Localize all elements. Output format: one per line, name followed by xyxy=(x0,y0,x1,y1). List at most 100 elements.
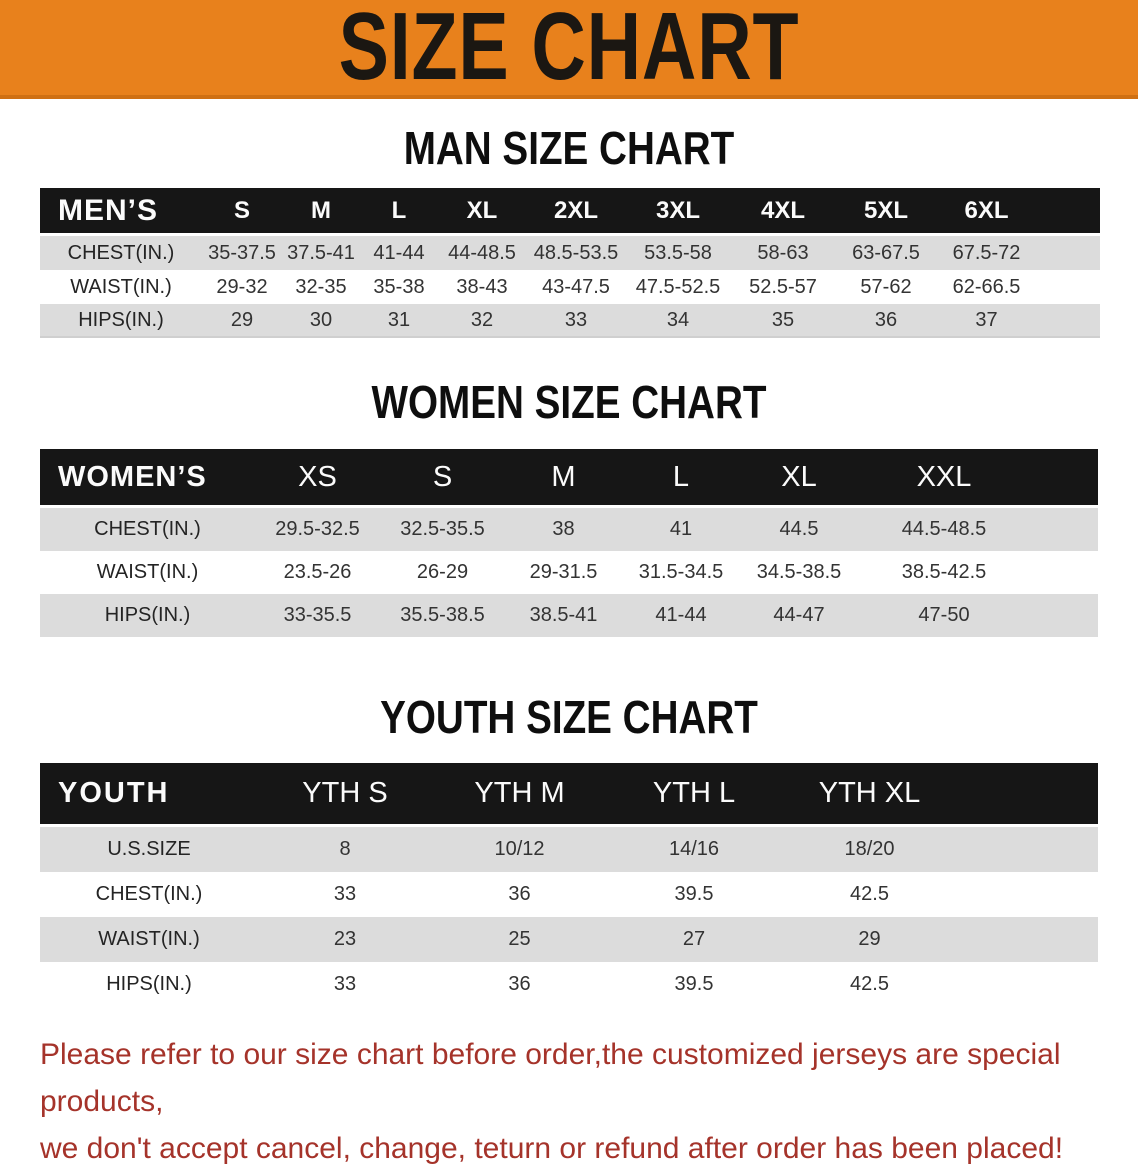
value-cell: 32.5-35.5 xyxy=(380,508,505,551)
header-spacer xyxy=(1030,449,1098,508)
value-cell: 35-37.5 xyxy=(202,236,282,270)
value-cell: 35 xyxy=(730,304,836,338)
table-row: WAIST(IN.) 29-32 32-35 35-38 38-43 43-47.5 47.… xyxy=(40,270,1100,304)
value-cell: 23.5-26 xyxy=(283,561,352,583)
value-cell: 23 xyxy=(258,917,432,962)
value-cell: 29 xyxy=(202,304,282,338)
value-cell: 44-47 xyxy=(740,594,858,637)
value-cell: 38-43 xyxy=(456,275,508,298)
table-row: WAIST(IN.) 23 25 27 29 xyxy=(40,917,1098,962)
size-column-header: XS xyxy=(255,449,380,508)
women-size-chart-section: WOMEN SIZE CHART WOMEN’S XS S M L XL XXL CHEST(… xyxy=(0,378,1138,637)
size-header-row: MEN’S S M L XL 2XL 3XL 4XL 5XL 6XL xyxy=(40,188,1100,236)
size-column-header: XL xyxy=(438,188,526,236)
value-cell: 67.5-72 xyxy=(936,236,1100,270)
row-spacer xyxy=(1030,551,1098,594)
value-cell: 41-44 xyxy=(360,236,438,270)
row-label: CHEST(IN.) xyxy=(40,236,202,270)
table-row: CHEST(IN.) 35-37.5 37.5-41 41-44 44-48.5 48.5… xyxy=(40,236,1100,270)
youth-size-chart-heading: YOUTH SIZE CHART xyxy=(380,691,758,743)
value-cell: 32 xyxy=(438,304,526,338)
value-cell: 36 xyxy=(508,973,531,995)
row-spacer xyxy=(958,962,1098,1007)
value-cell: 29.5-32.5 xyxy=(255,508,380,551)
value-cell: 44-48.5 xyxy=(438,236,526,270)
row-label: HIPS(IN.) xyxy=(106,973,192,995)
value-cell: 38 xyxy=(505,508,622,551)
value-cell: 29-32 xyxy=(216,275,268,298)
size-column-header: XL xyxy=(740,449,858,508)
order-disclaimer: Please refer to our size chart before or… xyxy=(40,1031,1118,1172)
table-row: U.S.SIZE 8 10/12 14/16 18/20 xyxy=(40,827,1098,872)
value-cell: 33 xyxy=(526,304,626,338)
value-cell: 41-44 xyxy=(622,594,740,637)
value-cell: 36 xyxy=(836,304,936,338)
row-label: WAIST(IN.) xyxy=(70,275,172,298)
disclaimer-line-1: Please refer to our size chart before or… xyxy=(40,1038,1061,1118)
size-column-header: 5XL xyxy=(836,188,936,236)
man-size-chart-section: MAN SIZE CHART MEN’S S M L XL 2XL 3XL 4XL 5XL 6XL… xyxy=(0,124,1138,338)
value-cell: 25 xyxy=(432,917,607,962)
size-column-header: 2XL xyxy=(526,188,626,236)
value-cell: 37.5-41 xyxy=(282,236,360,270)
women-size-chart-heading: WOMEN SIZE CHART xyxy=(371,376,767,428)
value-cell: 37 xyxy=(936,304,1100,338)
table-title-cell: WOMEN’S xyxy=(40,449,255,508)
row-label: HIPS(IN.) xyxy=(40,594,255,637)
value-cell: 44.5-48.5 xyxy=(858,508,1030,551)
value-cell: 18/20 xyxy=(781,827,958,872)
value-cell: 42.5 xyxy=(850,973,889,995)
header-spacer xyxy=(958,763,1098,827)
value-cell: 32-35 xyxy=(295,275,347,298)
table-row: CHEST(IN.) 29.5-32.5 32.5-35.5 38 41 44.5 44.5… xyxy=(40,508,1098,551)
size-column-header: M xyxy=(282,188,360,236)
row-label: CHEST(IN.) xyxy=(40,508,255,551)
value-cell: 48.5-53.5 xyxy=(526,236,626,270)
value-cell: 36 xyxy=(508,883,531,905)
size-column-header: YTH S xyxy=(258,763,432,827)
value-cell: 57-62 xyxy=(860,275,912,298)
value-cell: 30 xyxy=(282,304,360,338)
value-cell: 38.5-41 xyxy=(505,594,622,637)
value-cell: 33 xyxy=(333,883,357,905)
value-cell: 26-29 xyxy=(416,561,469,583)
value-cell: 8 xyxy=(258,827,432,872)
value-cell: 31 xyxy=(360,304,438,338)
value-cell: 33-35.5 xyxy=(255,594,380,637)
value-cell: 44.5 xyxy=(740,508,858,551)
value-cell: 38.5-42.5 xyxy=(901,561,987,583)
size-column-header: L xyxy=(360,188,438,236)
table-row: HIPS(IN.) 29 30 31 32 33 34 35 36 37 xyxy=(40,304,1100,338)
value-cell: 53.5-58 xyxy=(626,236,730,270)
row-label: CHEST(IN.) xyxy=(95,883,203,905)
size-chart-banner: SIZE CHART xyxy=(0,0,1138,101)
banner-title: SIZE CHART xyxy=(338,0,800,101)
table-row: HIPS(IN.) 33-35.5 35.5-38.5 38.5-41 41-44 44-… xyxy=(40,594,1098,637)
size-column-header: 4XL xyxy=(730,188,836,236)
value-cell: 58-63 xyxy=(730,236,836,270)
value-cell: 14/16 xyxy=(607,827,781,872)
value-cell: 47-50 xyxy=(858,594,1030,637)
value-cell: 41 xyxy=(622,508,740,551)
table-row: WAIST(IN.) 23.5-26 26-29 29-31.5 31.5-34.5 34… xyxy=(40,551,1098,594)
size-column-header: YTH XL xyxy=(781,763,958,827)
row-label: U.S.SIZE xyxy=(40,827,258,872)
value-cell: 43-47.5 xyxy=(542,275,610,298)
value-cell: 10/12 xyxy=(432,827,607,872)
row-spacer xyxy=(1030,594,1098,637)
table-title-cell: MEN’S xyxy=(40,188,202,236)
men-size-table: MEN’S S M L XL 2XL 3XL 4XL 5XL 6XL CHEST(IN.) 35-37… xyxy=(40,188,1100,338)
value-cell: 35.5-38.5 xyxy=(380,594,505,637)
value-cell: 29-31.5 xyxy=(529,561,598,583)
table-title-cell: YOUTH xyxy=(40,763,258,827)
women-size-table: WOMEN’S XS S M L XL XXL CHEST(IN.) 29.5-32.5 32.5… xyxy=(40,449,1098,637)
value-cell: 35-38 xyxy=(373,275,425,298)
man-size-chart-heading: MAN SIZE CHART xyxy=(403,122,735,174)
table-row: HIPS(IN.) 33 36 39.5 42.5 xyxy=(40,962,1098,1007)
row-spacer xyxy=(1030,508,1098,551)
size-column-header: L xyxy=(622,449,740,508)
value-cell: 34.5-38.5 xyxy=(756,561,842,583)
youth-size-table: YOUTH YTH S YTH M YTH L YTH XL U.S.SIZE 8 10/12… xyxy=(40,763,1098,1007)
size-header-row: WOMEN’S XS S M L XL XXL xyxy=(40,449,1098,508)
value-cell: 33 xyxy=(333,973,357,995)
